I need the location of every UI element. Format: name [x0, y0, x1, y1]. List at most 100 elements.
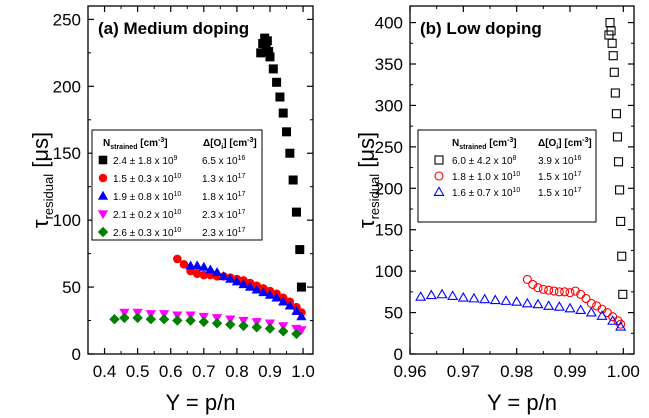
data-point [225, 273, 236, 283]
series-3 [185, 260, 307, 321]
data-point [198, 261, 209, 271]
y-tick-label: 50 [62, 278, 81, 297]
legend-marker [98, 173, 108, 183]
data-point [145, 313, 157, 325]
data-point [609, 67, 619, 77]
data-point [272, 77, 282, 87]
data-point [198, 316, 210, 328]
legend-o-value: 1.3 x 1017 [202, 173, 245, 185]
x-tick-label: 0.4 [93, 362, 117, 381]
legend-header-n: Nstrained [cm-3] [103, 137, 168, 151]
data-point [489, 294, 501, 305]
data-point [264, 289, 276, 299]
y-tick-label: 300 [375, 96, 403, 115]
data-point [211, 317, 223, 329]
plot-frame [87, 5, 314, 355]
y-tick-label: 0 [72, 345, 81, 364]
y-tick-label: 0 [394, 345, 403, 364]
data-point [447, 290, 459, 300]
data-point [282, 127, 292, 137]
data-point [607, 315, 619, 325]
legend-marker [97, 210, 109, 220]
data-point [617, 251, 627, 261]
data-point [616, 216, 626, 226]
data-point [262, 36, 272, 46]
y-tick-label: 200 [375, 179, 403, 198]
data-point [532, 298, 544, 309]
data-point [436, 288, 448, 299]
y-tick-label: 250 [375, 138, 403, 157]
data-point [251, 284, 262, 294]
data-point [158, 313, 170, 325]
data-point [457, 291, 469, 302]
data-point [565, 288, 575, 298]
legend-header-o: Δ[Oi] [cm-3] [538, 137, 592, 151]
x-axis-title: Y = p/n [166, 390, 236, 415]
data-point [553, 301, 565, 311]
legend-n-value: 1.5 ± 0.3 x 1010 [113, 173, 181, 185]
data-point [610, 88, 620, 98]
data-point [296, 311, 307, 321]
legend-n-value: 6.0 ± 4.2 x 108 [452, 155, 517, 167]
data-point [607, 38, 617, 48]
legend-o-value: 2.3 x 1017 [202, 227, 245, 239]
data-point [245, 281, 256, 291]
legend-marker [98, 155, 108, 165]
data-point [296, 326, 307, 336]
legend: Nstrained [cm-3] Δ[Oi] [cm-3] 6.0 ± 4.2 x … [417, 129, 597, 223]
data-point [612, 132, 623, 142]
legend-o-value: 1.5 x 1017 [538, 187, 581, 199]
data-point [211, 267, 223, 277]
x-tick-label: 0.97 [447, 362, 480, 381]
data-point [205, 264, 216, 274]
y-tick-label: 150 [53, 144, 81, 163]
legend-o-value: 1.8 x 1017 [202, 191, 245, 203]
data-point [521, 297, 533, 308]
y-tick-label: 150 [375, 221, 403, 240]
legend-o-value: 1.5 x 1017 [538, 171, 581, 183]
data-point [251, 322, 262, 333]
y-tick-label: 200 [53, 77, 81, 96]
series-1 [604, 18, 628, 299]
data-point [268, 64, 278, 74]
data-point [295, 245, 305, 255]
data-point [277, 326, 289, 337]
data-point [522, 274, 532, 284]
chart-panel-b: 0.96 0.97 0.98 0.99 1.00 0 50 100 150 200 250 300 35… [354, 5, 640, 415]
legend-marker [97, 190, 109, 200]
series-2 [522, 274, 626, 329]
data-point [613, 157, 624, 167]
x-tick-label: 0.5 [126, 362, 150, 381]
x-tick-label: 1.00 [607, 362, 640, 381]
legend-n-value: 1.8 ± 1.0 x 1010 [452, 171, 520, 183]
data-point [284, 300, 295, 310]
data-point [218, 271, 229, 281]
plot-frame [409, 5, 635, 355]
data-point [554, 287, 564, 297]
series-4 [119, 308, 307, 336]
x-tick-label: 0.96 [393, 362, 426, 381]
x-tick-label: 0.7 [192, 362, 216, 381]
data-point [179, 260, 189, 269]
legend-marker [433, 186, 445, 196]
legend-box [417, 129, 597, 223]
data-point [500, 295, 512, 305]
data-point [291, 305, 302, 315]
data-point [560, 287, 570, 297]
data-point [479, 293, 491, 304]
y-tick-label: 100 [53, 211, 81, 230]
data-point [285, 148, 295, 158]
data-point [581, 293, 591, 304]
data-point [271, 292, 282, 302]
legend-box [91, 129, 263, 241]
data-point [238, 279, 249, 289]
legend-n-value: 2.1 ± 0.2 x 1010 [113, 209, 181, 221]
data-point [173, 254, 182, 264]
data-point [543, 300, 555, 310]
y-tick-label: 350 [375, 55, 403, 74]
panel-title: (a) Medium doping [98, 19, 249, 38]
data-point [615, 320, 627, 331]
legend-header-o: Δ[Oi] [cm-3] [203, 137, 257, 151]
data-point [109, 313, 120, 325]
